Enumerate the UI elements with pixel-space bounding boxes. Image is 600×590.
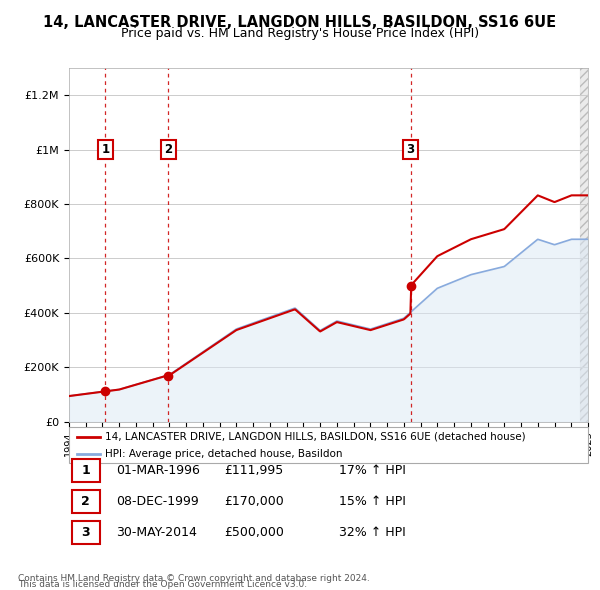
Text: £111,995: £111,995 [224,464,284,477]
Bar [580,68,588,422]
FancyBboxPatch shape [71,460,100,482]
Text: £500,000: £500,000 [224,526,284,539]
Text: 30-MAY-2014: 30-MAY-2014 [116,526,197,539]
Text: 2: 2 [164,143,173,156]
Bar [580,68,588,422]
Text: Contains HM Land Registry data © Crown copyright and database right 2024.: Contains HM Land Registry data © Crown c… [18,574,370,583]
FancyBboxPatch shape [71,521,100,543]
Text: 17% ↑ HPI: 17% ↑ HPI [339,464,406,477]
Text: 32% ↑ HPI: 32% ↑ HPI [339,526,406,539]
Text: 1: 1 [101,143,109,156]
Text: 15% ↑ HPI: 15% ↑ HPI [339,495,406,508]
Text: 3: 3 [81,526,90,539]
Text: HPI: Average price, detached house, Basildon: HPI: Average price, detached house, Basi… [106,449,343,459]
FancyBboxPatch shape [71,490,100,513]
Text: 3: 3 [407,143,415,156]
Text: 2: 2 [81,495,90,508]
Text: 14, LANCASTER DRIVE, LANGDON HILLS, BASILDON, SS16 6UE: 14, LANCASTER DRIVE, LANGDON HILLS, BASI… [43,15,557,30]
Text: 08-DEC-1999: 08-DEC-1999 [116,495,199,508]
Text: 1: 1 [81,464,90,477]
Text: This data is licensed under the Open Government Licence v3.0.: This data is licensed under the Open Gov… [18,581,307,589]
Text: 01-MAR-1996: 01-MAR-1996 [116,464,200,477]
Text: 14, LANCASTER DRIVE, LANGDON HILLS, BASILDON, SS16 6UE (detached house): 14, LANCASTER DRIVE, LANGDON HILLS, BASI… [106,432,526,442]
Text: £170,000: £170,000 [224,495,284,508]
Text: Price paid vs. HM Land Registry's House Price Index (HPI): Price paid vs. HM Land Registry's House … [121,27,479,40]
